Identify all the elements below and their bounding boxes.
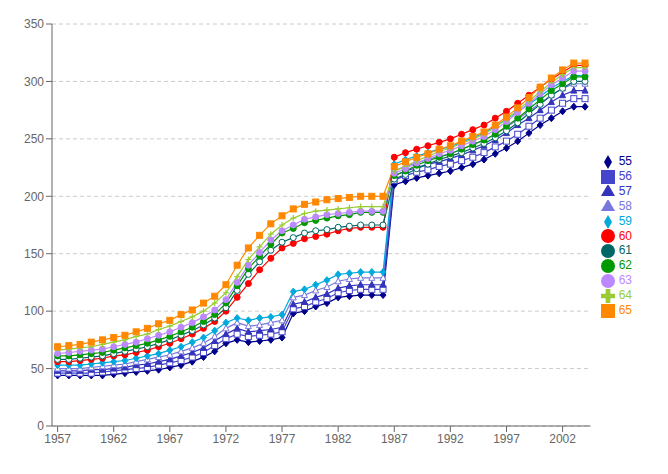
html-text:56: 56 (618, 169, 632, 184)
html-text:65: 65 (618, 302, 632, 317)
html-text:61: 61 (618, 243, 632, 258)
html-text:57: 57 (618, 184, 632, 199)
svg-text:100: 100 (24, 304, 44, 318)
svg-text:1957: 1957 (44, 432, 71, 446)
svg-text:350: 350 (24, 17, 44, 31)
svg-text:300: 300 (24, 75, 44, 89)
html-text:60: 60 (618, 228, 632, 243)
html-text:58: 58 (618, 198, 632, 213)
svg-text:150: 150 (24, 247, 44, 261)
html-text:62: 62 (618, 258, 632, 273)
svg-text:250: 250 (24, 132, 44, 146)
svg-text:50: 50 (31, 362, 45, 376)
html-text:59: 59 (618, 213, 632, 228)
svg-text:1982: 1982 (325, 432, 352, 446)
svg-text:1977: 1977 (269, 432, 296, 446)
svg-text:1992: 1992 (437, 432, 464, 446)
svg-text:1962: 1962 (100, 432, 127, 446)
svg-text:1987: 1987 (381, 432, 408, 446)
html-text:64: 64 (618, 287, 632, 302)
svg-text:1972: 1972 (213, 432, 240, 446)
svg-text:2002: 2002 (549, 432, 576, 446)
svg-text:0: 0 (37, 419, 44, 433)
html-text:55: 55 (618, 154, 632, 169)
html-text:63: 63 (618, 273, 632, 288)
svg-text:1997: 1997 (493, 432, 520, 446)
svg-text:200: 200 (24, 190, 44, 204)
svg-text:1967: 1967 (156, 432, 183, 446)
